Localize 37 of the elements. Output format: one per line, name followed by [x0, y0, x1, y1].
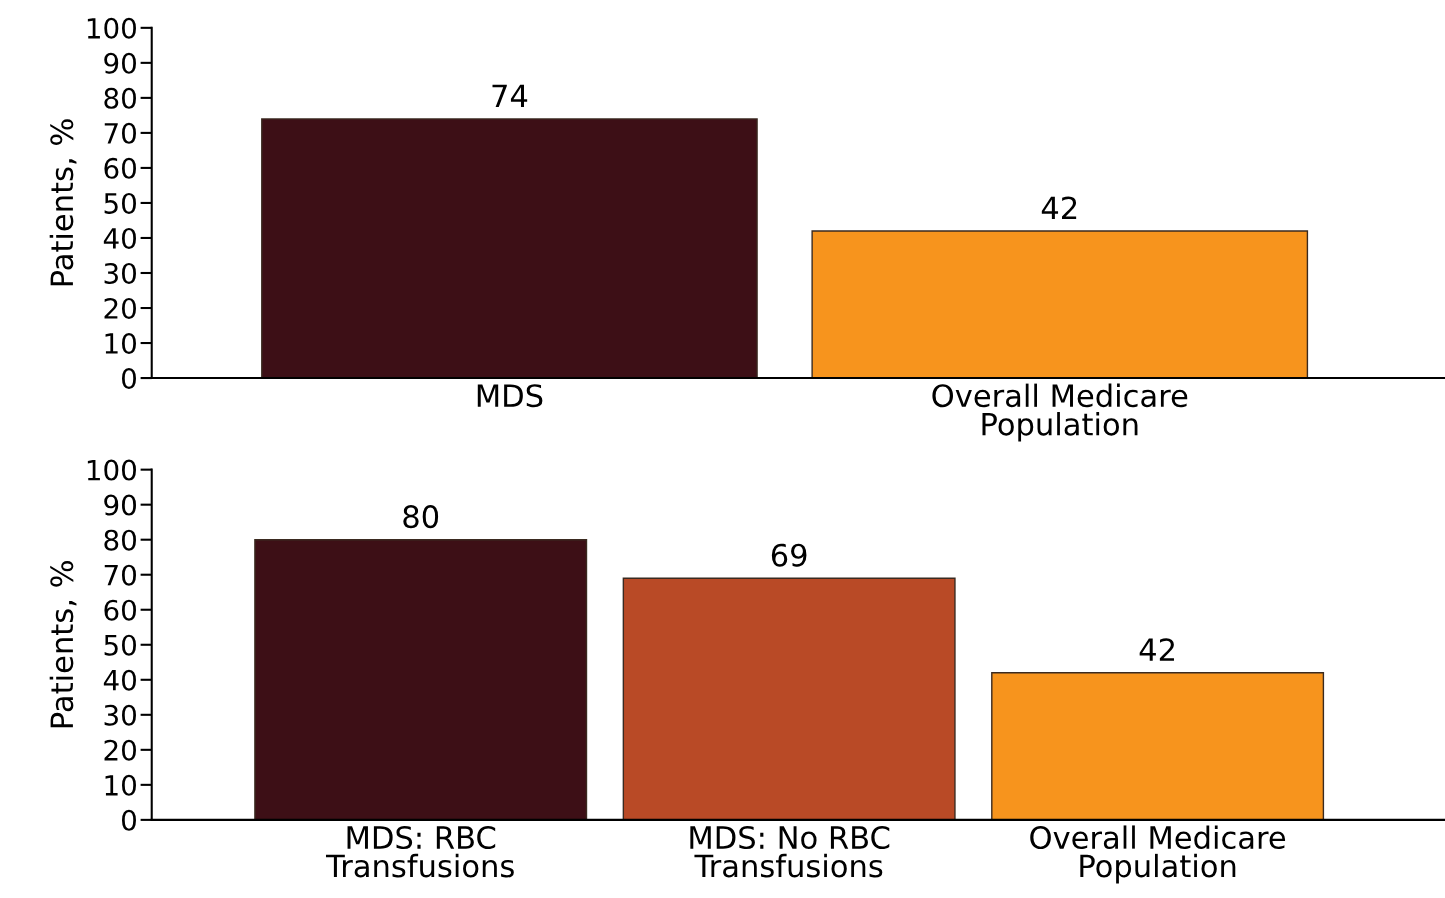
y-tick-label: 80 [104, 529, 136, 551]
data-label: 74 [492, 84, 528, 107]
x-tick-label: Overall Medicare Population [1030, 825, 1286, 884]
data-label: 80 [403, 505, 439, 529]
x-tick-label: Overall Medicare Population [932, 383, 1188, 442]
x-tick-label: MDS [477, 384, 543, 408]
y-tick-label: 70 [104, 564, 136, 586]
y-tick-label: 20 [104, 297, 136, 319]
y-tick-label: 90 [104, 494, 136, 516]
y-tick-label: 100 [87, 459, 136, 481]
y-tick-label: 30 [104, 704, 136, 726]
bar [622, 577, 956, 820]
y-tick-label: 10 [105, 774, 136, 796]
y-tick-label: 40 [103, 669, 136, 691]
y-tick-label: 0 [121, 368, 136, 390]
y-tick-label: 80 [104, 87, 136, 109]
y-tick-label: 10 [105, 332, 136, 354]
y-tick-label: 90 [104, 52, 136, 74]
y-tick-label: 30 [104, 262, 136, 284]
y-tick-label: 60 [104, 599, 136, 621]
y-tick-label: 60 [104, 157, 136, 179]
bar [991, 672, 1325, 820]
y-tick-label: 40 [103, 227, 136, 249]
bar [254, 539, 588, 820]
data-label: 42 [1041, 196, 1077, 220]
x-tick-label: MDS: RBC Transfusions [325, 825, 514, 878]
y-tick-label: 50 [104, 634, 136, 656]
x-tick-label: MDS: No RBC Transfusions [690, 825, 890, 878]
y-tick-label: 70 [104, 122, 136, 144]
y-tick-label: 20 [104, 739, 136, 761]
data-label: 69 [771, 543, 807, 567]
y-tick-label: 50 [104, 192, 136, 214]
y-axis-title: Patients, % [49, 119, 77, 286]
data-label: 42 [1139, 638, 1174, 661]
y-axis-title: Patients, % [49, 561, 77, 728]
y-tick-label: 100 [87, 17, 136, 39]
y-tick-label: 0 [121, 809, 136, 831]
